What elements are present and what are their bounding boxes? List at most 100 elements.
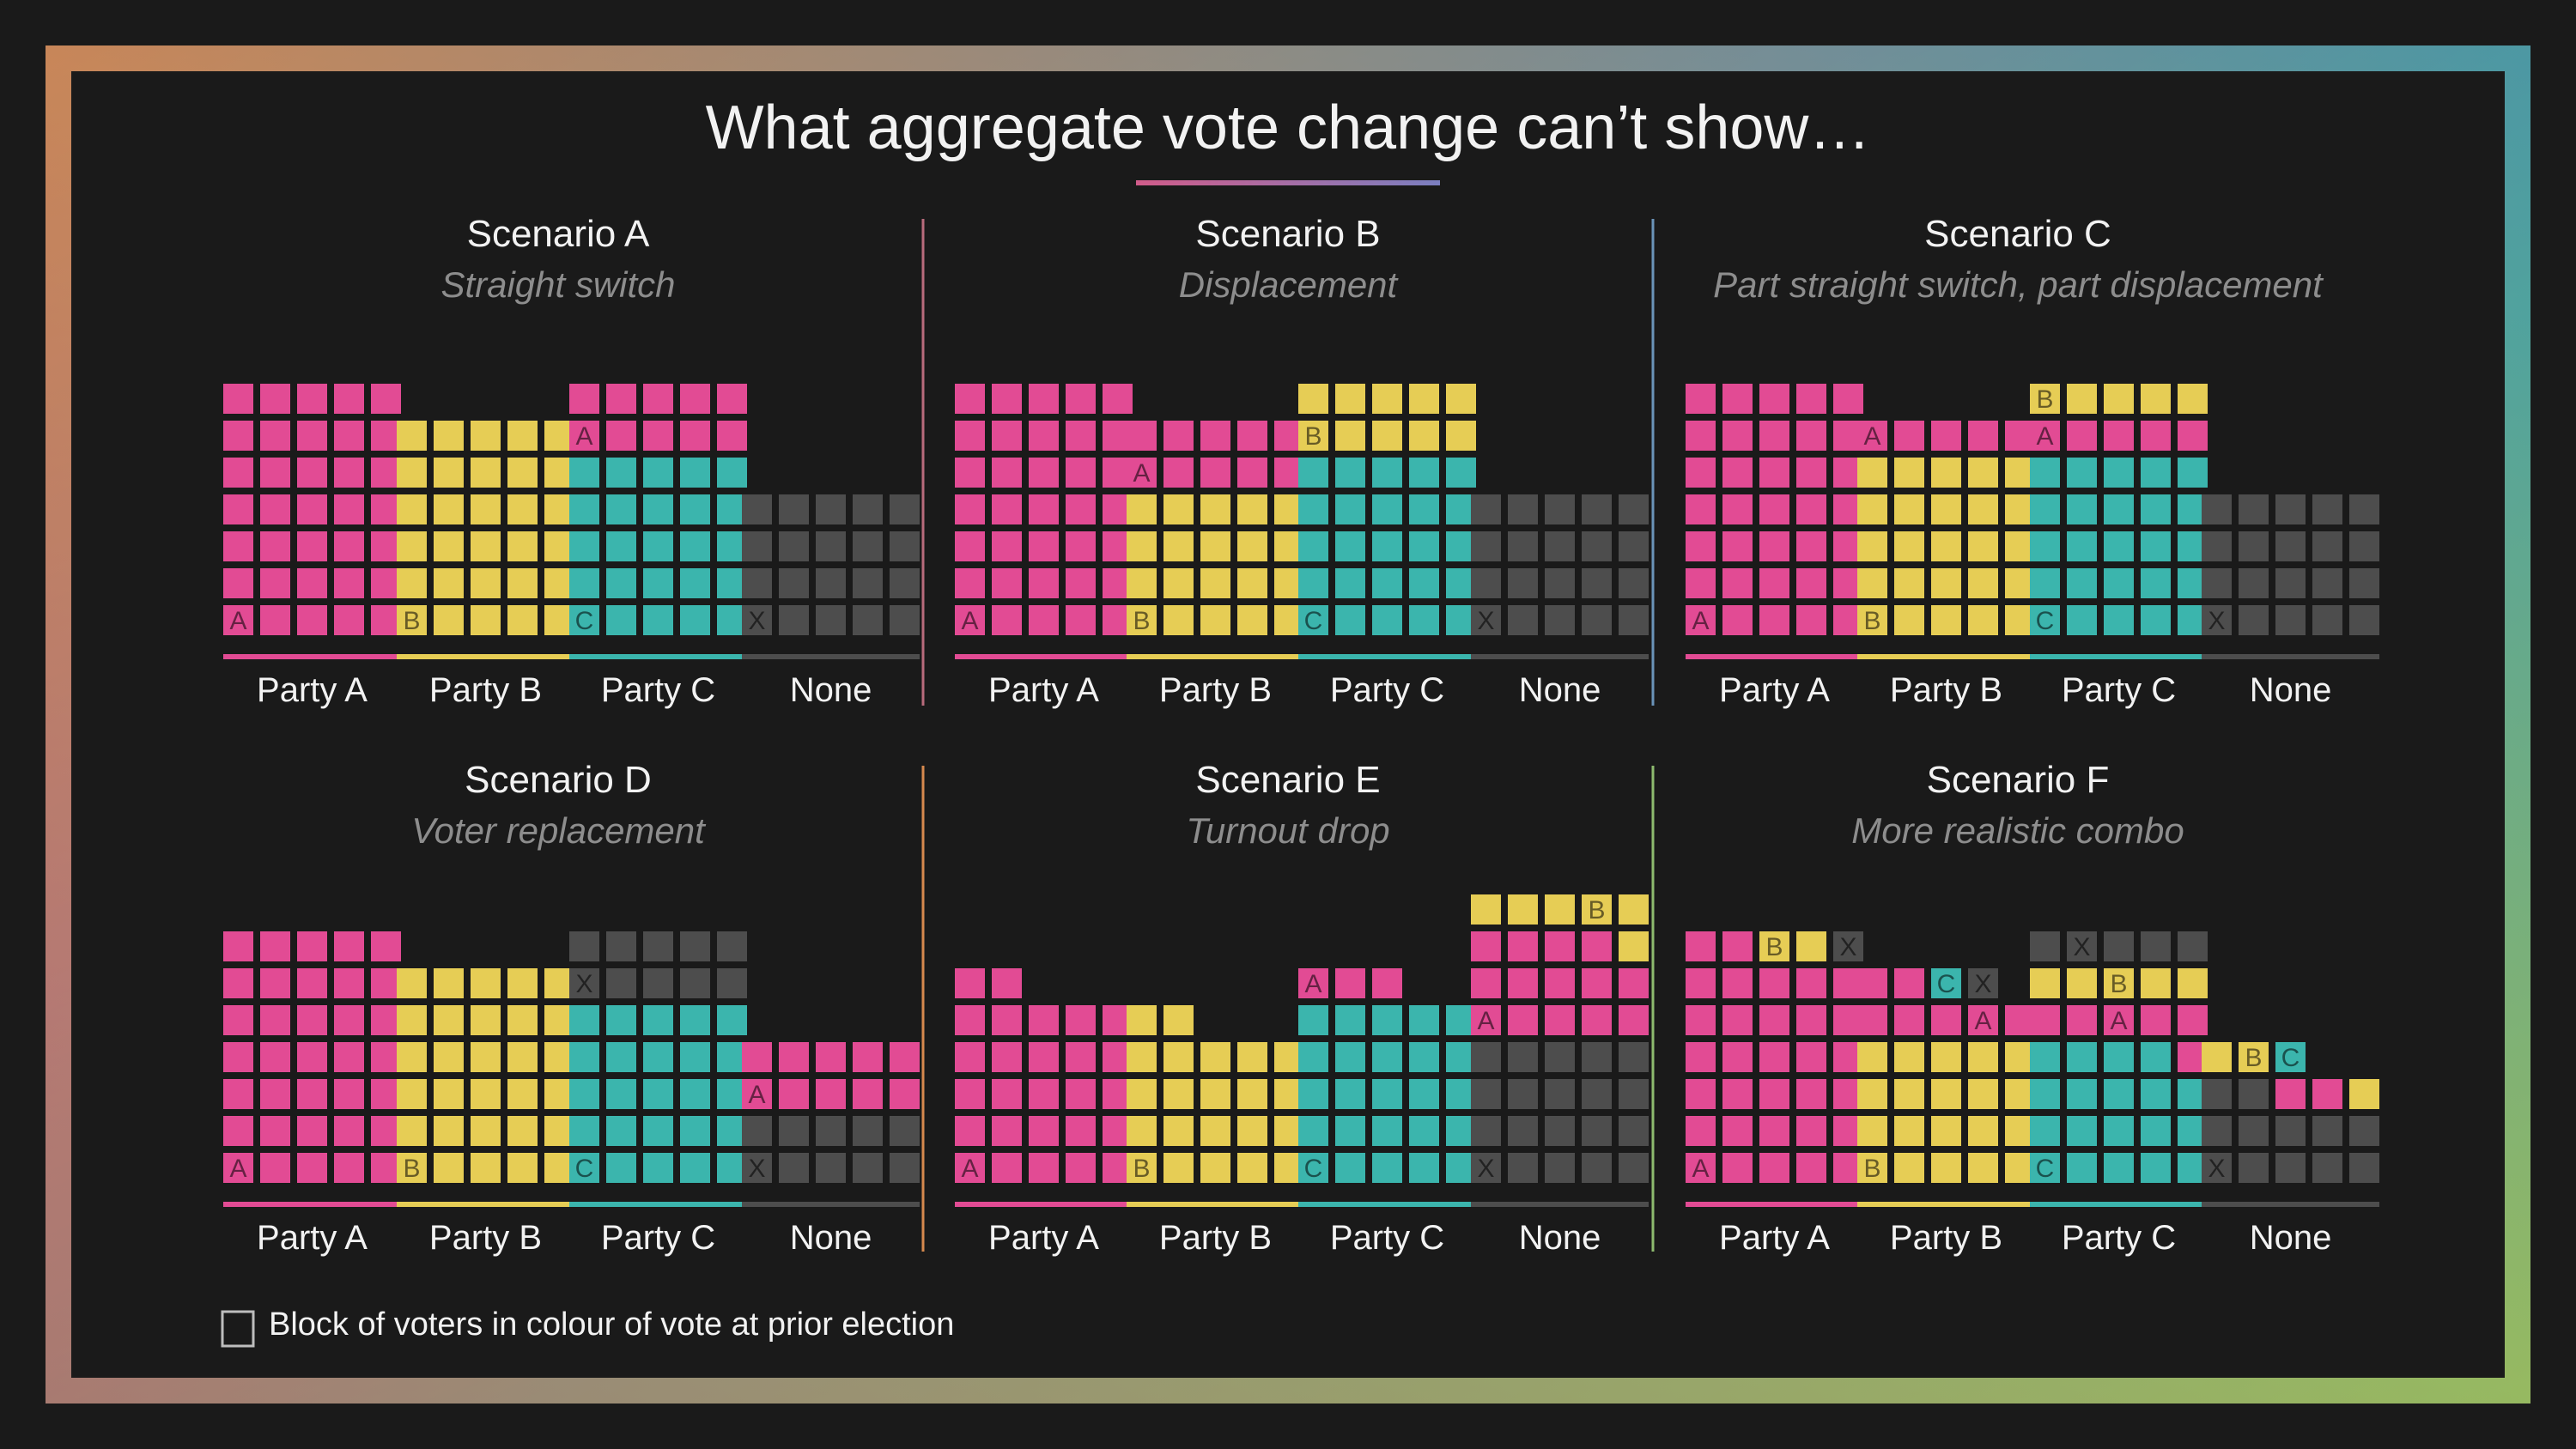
voter-block [223,1005,253,1035]
voter-block [1471,531,1501,561]
prior-vote-marker: X [748,607,765,635]
voter-block [643,568,673,598]
voter-block [334,421,364,451]
voter-block [2067,1153,2097,1183]
voter-block [1722,421,1753,451]
voter-block [1372,968,1402,998]
voter-block [1409,568,1439,598]
voter-block [717,931,747,961]
voter-block [1686,1079,1716,1109]
voter-block [742,605,772,635]
voter-block [717,421,747,451]
voter-block [334,1042,364,1072]
voter-block [569,968,599,998]
voter-block [434,605,464,635]
party-label: Party B [428,671,543,709]
voter-block [260,494,290,524]
prior-vote-marker: B [1765,933,1783,961]
voter-block [1372,1153,1402,1183]
voter-block [569,1005,599,1035]
voter-block [1335,384,1365,414]
voter-block [1968,531,1998,561]
voter-block [334,384,364,414]
voter-block [1298,458,1328,488]
voter-block [397,531,427,561]
voter-block [2349,568,2379,598]
prior-vote-marker: C [2036,1155,2055,1183]
voter-block [680,1079,710,1109]
voter-block [2141,421,2171,451]
voter-block [569,1153,599,1183]
waffle-bar: A [1686,384,1863,659]
waffle-bar: A [223,384,401,659]
voter-block [1409,1005,1439,1035]
voter-block [606,968,636,998]
voter-block [643,458,673,488]
voter-block [2030,1116,2060,1146]
waffle-bar: BA [1127,421,1304,659]
voter-block [1066,605,1096,635]
voter-block [1619,1079,1649,1109]
voter-block [1968,421,1998,451]
voter-block [1335,1153,1365,1183]
voter-block [1237,531,1267,561]
voter-block [853,1042,883,1072]
scenario-subtitle: Turnout drop [1186,810,1390,851]
voter-block [1545,931,1575,961]
voter-block [1545,1116,1575,1146]
voter-block [1163,1042,1194,1072]
voter-block [1759,421,1789,451]
voter-block [1796,568,1826,598]
voter-block [1931,531,1961,561]
voter-block [1686,384,1716,414]
voter-block [1471,494,1501,524]
voter-block [1237,1042,1267,1072]
voter-block [397,1042,427,1072]
voter-block [1722,494,1753,524]
voter-block [1894,1116,1924,1146]
voter-block [1582,1042,1612,1072]
voter-block [1471,968,1501,998]
voter-block [2141,531,2171,561]
voter-block [334,605,364,635]
waffle-bar: X B C [2202,1042,2379,1207]
voter-block [1508,605,1538,635]
voter-block [992,458,1022,488]
voter-block [2275,531,2306,561]
voter-block [643,494,673,524]
party-color-stripe [1298,1202,1476,1207]
voter-block [1582,568,1612,598]
voter-block [371,931,401,961]
voter-block [1200,1042,1230,1072]
party-color-stripe [2202,654,2379,659]
voter-block [606,494,636,524]
voter-block [1163,1153,1194,1183]
party-color-stripe [1686,1202,1863,1207]
legend-swatch [221,1310,255,1348]
voter-block [992,1005,1022,1035]
voter-block [2067,1079,2097,1109]
voter-block [1722,605,1753,635]
voter-block [2030,421,2060,451]
voter-block [1722,568,1753,598]
voter-block [992,568,1022,598]
voter-block [1857,1042,1887,1072]
voter-block [606,568,636,598]
voter-block [680,568,710,598]
voter-block [1759,605,1789,635]
voter-block [680,1116,710,1146]
voter-block [1508,1079,1538,1109]
voter-block [371,568,401,598]
voter-block [2239,1079,2269,1109]
scenario-subtitle: Voter replacement [411,810,705,851]
voter-block [507,531,538,561]
voter-block [2275,1153,2306,1183]
voter-block [1619,931,1649,961]
voter-block [1200,568,1230,598]
voter-block [2349,605,2379,635]
voter-block [1796,1116,1826,1146]
voter-block [1796,494,1826,524]
voter-block [1163,568,1194,598]
voter-block [1163,531,1194,561]
voter-block [1931,968,1961,998]
